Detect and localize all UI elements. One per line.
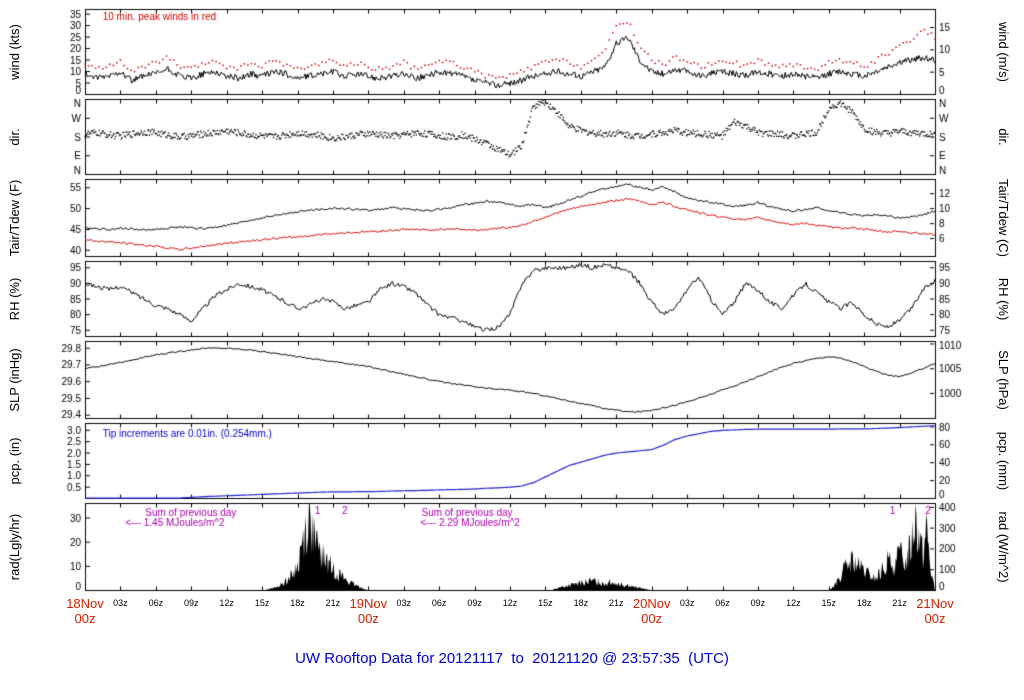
x-axis-hour-label: 18z — [290, 598, 305, 608]
x-axis-labels: 18Nov 00z 19Nov 00z 20Nov 00z 21Nov 00z 03z 06z 09… — [0, 594, 1024, 636]
tair-plot-canvas — [0, 178, 1024, 258]
x-axis-hour-label: 03z — [679, 598, 695, 608]
x-axis-day-label: 21Nov 00z — [916, 596, 954, 626]
x-axis-hour-label: 15z — [538, 598, 553, 608]
x-axis-hour-label: 09z — [750, 598, 766, 608]
x-axis-hour-label: 21z — [892, 598, 907, 608]
rad-plot-canvas — [0, 502, 1024, 592]
x-axis-hour-label: 12z — [786, 598, 801, 608]
x-axis-hour-label: 03z — [396, 598, 411, 608]
x-axis-hour-label: 18z — [856, 598, 872, 608]
x-axis-hour-label: 06z — [715, 598, 730, 608]
wind-plot-canvas — [0, 8, 1024, 96]
slp-plot-canvas — [0, 340, 1024, 420]
x-axis-hour-label: 09z — [467, 598, 482, 608]
x-axis-day-label: 19Nov 00z — [349, 596, 388, 626]
page-title: UW Rooftop Data for 20121117 to 20121120… — [295, 650, 729, 667]
x-axis-hour-label: 15z — [254, 598, 270, 608]
x-axis-day-label: 18Nov 00z — [66, 596, 104, 626]
x-axis-hour-label: 09z — [183, 598, 199, 608]
rh-plot-canvas — [0, 260, 1024, 338]
x-axis-hour-label: 06z — [148, 598, 164, 608]
x-axis-hour-label: 15z — [821, 598, 836, 608]
x-axis-hour-label: 12z — [219, 598, 234, 608]
x-axis-hour-label: 21z — [608, 598, 624, 608]
x-axis-hour-label: 12z — [502, 598, 518, 608]
x-axis-hour-label: 18z — [573, 598, 589, 608]
x-axis-hour-label: 03z — [113, 598, 128, 608]
x-axis-day-label: 20Nov 00z — [632, 596, 671, 626]
dir-plot-canvas — [0, 98, 1024, 176]
pcp-plot-canvas — [0, 422, 1024, 500]
x-axis-hour-label: 21z — [325, 598, 341, 608]
x-axis-hour-label: 06z — [431, 598, 447, 608]
